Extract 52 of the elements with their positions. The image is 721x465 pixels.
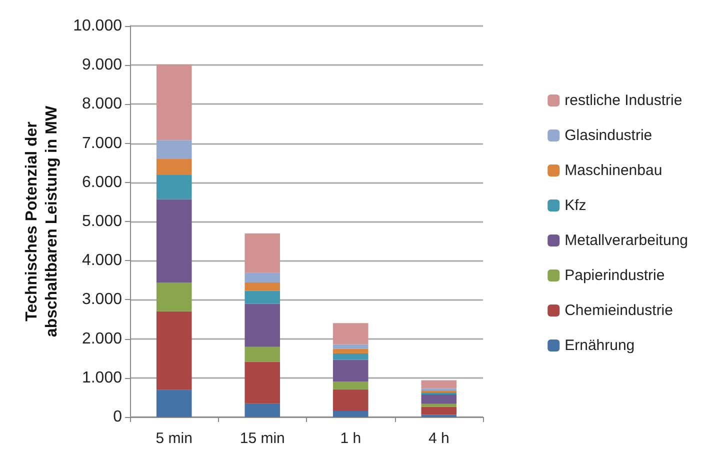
- legend-label: Maschinenbau: [564, 162, 662, 179]
- legend-label: Metallverarbeitung: [564, 232, 688, 249]
- bar: [421, 380, 457, 388]
- x-tick-label: 5 min: [156, 430, 192, 447]
- bar: [332, 382, 368, 390]
- legend-label: Ernährung: [564, 337, 635, 354]
- bar: [156, 311, 192, 390]
- y-tick-label: 9.000: [82, 56, 122, 74]
- legend-label: Papierindustrie: [564, 267, 665, 284]
- y-tick-label: 5.000: [82, 213, 122, 230]
- legend-label: Kfz: [564, 197, 586, 214]
- bar: [244, 362, 280, 404]
- bar: [244, 346, 280, 362]
- bar: [332, 353, 368, 360]
- y-tick-label: 4.000: [82, 252, 122, 270]
- y-axis-title: Technisches Potenzial der abschaltbaren Leistung in MW: [24, 105, 61, 338]
- y-tick-label: 2.000: [82, 330, 122, 348]
- bar: [156, 158, 192, 175]
- bar: [156, 174, 192, 200]
- bar: [332, 360, 368, 382]
- bar: [244, 403, 280, 417]
- y-tick-label: 6.000: [82, 174, 122, 191]
- bar: [156, 64, 192, 140]
- bar: [244, 282, 280, 291]
- bar: [332, 348, 368, 354]
- x-tick-label: 1 h: [340, 430, 362, 447]
- bar: [244, 304, 280, 347]
- bar: [421, 406, 457, 415]
- legend-label: Glasindustrie: [564, 127, 652, 144]
- y-tick-label: 10.000: [73, 18, 122, 34]
- bar: [244, 233, 280, 273]
- y-tick-label: 3.000: [82, 291, 122, 308]
- x-tick-label: 4 h: [428, 430, 450, 447]
- y-tick-label: 0: [113, 408, 122, 426]
- y-tick-label: 8.000: [82, 96, 122, 113]
- x-tick-label: 15 min: [240, 430, 285, 447]
- legend-label: restliche Industrie: [564, 92, 682, 109]
- bar: [156, 140, 192, 159]
- bar: [156, 199, 192, 282]
- y-tick-label: 1.000: [82, 369, 122, 386]
- bar: [332, 410, 368, 417]
- bar: [332, 389, 368, 411]
- bar: [156, 282, 192, 312]
- bar: [244, 290, 280, 304]
- bar: [332, 323, 368, 344]
- legend-label: Chemieindustrie: [564, 302, 673, 319]
- bar: [421, 404, 457, 407]
- bar: [421, 394, 457, 404]
- bar: [156, 390, 192, 417]
- bar: [332, 344, 368, 349]
- bar: [244, 272, 280, 282]
- y-tick-label: 7.000: [82, 134, 122, 152]
